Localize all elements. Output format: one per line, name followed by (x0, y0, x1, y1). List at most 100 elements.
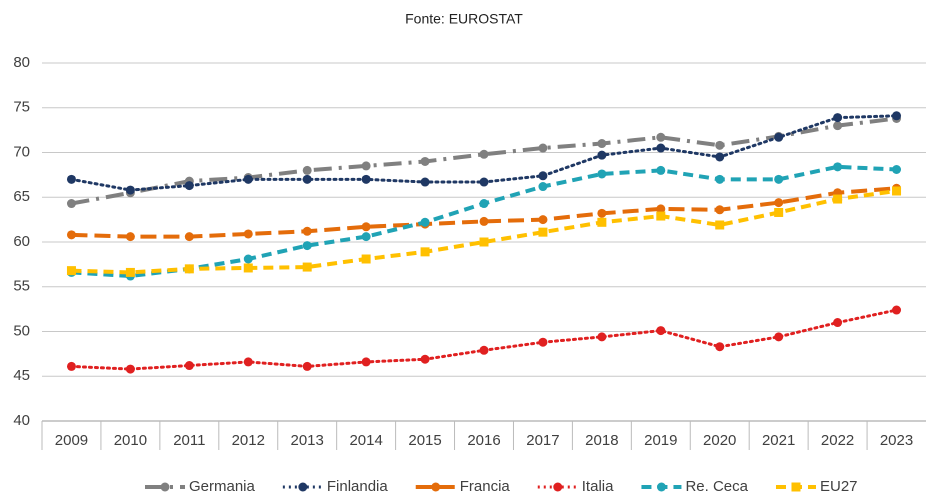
x-tick-label: 2009 (55, 432, 88, 449)
point (479, 345, 489, 355)
x-tick-label: 2014 (349, 432, 382, 449)
legend-label: EU27 (820, 478, 858, 495)
point (479, 199, 489, 209)
legend-item: Germania (145, 478, 256, 495)
point (597, 332, 607, 342)
y-tick-label: 55 (13, 278, 30, 295)
y-tick-label: 75 (13, 99, 30, 116)
point (774, 332, 784, 342)
y-tick-label: 45 (13, 367, 30, 384)
point (774, 174, 784, 184)
point (184, 232, 194, 242)
x-tick-label: 2021 (762, 432, 795, 449)
legend-item: Re. Ceca (641, 478, 749, 495)
x-tick-label: 2016 (467, 432, 500, 449)
x-tick-label: 2017 (526, 432, 559, 449)
legend-label: Germania (189, 478, 256, 495)
point (597, 208, 607, 218)
point (66, 230, 76, 240)
point (656, 326, 666, 336)
point (597, 150, 607, 160)
point (597, 139, 607, 149)
x-tick-label: 2023 (880, 432, 913, 449)
point (361, 174, 371, 184)
point (597, 169, 607, 179)
y-tick-label: 65 (13, 188, 30, 205)
point (892, 186, 902, 196)
legend-item: Italia (537, 478, 614, 495)
point (538, 143, 548, 153)
point (66, 266, 76, 276)
point (243, 263, 253, 273)
y-tick-label: 70 (13, 143, 30, 160)
point (420, 354, 430, 364)
point (833, 121, 843, 131)
point (715, 342, 725, 352)
legend-item: Francia (415, 478, 510, 495)
point (538, 227, 548, 237)
point (66, 199, 76, 209)
point (361, 357, 371, 367)
point (538, 171, 548, 181)
point (656, 211, 666, 221)
x-tick-label: 2011 (173, 432, 205, 449)
point (479, 237, 489, 247)
point (479, 177, 489, 187)
point (302, 361, 312, 371)
point (420, 156, 430, 166)
point (538, 215, 548, 225)
legend-label: Finlandia (327, 478, 389, 495)
point (656, 204, 666, 214)
point (774, 198, 784, 208)
point (302, 241, 312, 251)
point (656, 132, 666, 142)
point (302, 174, 312, 184)
chart-title: Fonte: EUROSTAT (405, 11, 523, 27)
legend-label: Italia (582, 478, 614, 495)
legend-item: EU27 (775, 478, 858, 495)
point (892, 305, 902, 315)
point (774, 207, 784, 217)
point (538, 182, 548, 192)
point (184, 181, 194, 191)
series-line (69, 308, 899, 371)
x-tick-label: 2013 (291, 432, 324, 449)
point (833, 194, 843, 204)
y-tick-label: 80 (13, 54, 30, 71)
point (715, 152, 725, 162)
point (302, 226, 312, 236)
point (302, 262, 312, 272)
point (361, 254, 371, 264)
legend-marker (160, 482, 170, 492)
point (892, 165, 902, 175)
y-tick-label: 50 (13, 322, 30, 339)
y-tick-label: 40 (13, 412, 30, 429)
point (361, 222, 371, 232)
point (715, 205, 725, 215)
point (833, 318, 843, 328)
x-tick-label: 2022 (821, 432, 854, 449)
point (833, 113, 843, 123)
point (538, 337, 548, 347)
point (125, 185, 135, 195)
series-line (71, 116, 897, 206)
point (125, 364, 135, 374)
legend-marker (431, 482, 441, 492)
point (420, 177, 430, 187)
point (243, 254, 253, 264)
point (420, 217, 430, 227)
point (184, 264, 194, 274)
x-tick-label: 2019 (644, 432, 677, 449)
x-tick-label: 2015 (408, 432, 441, 449)
point (66, 361, 76, 371)
point (833, 162, 843, 172)
point (243, 229, 253, 239)
x-tick-label: 2020 (703, 432, 736, 449)
point (125, 267, 135, 277)
x-tick-label: 2010 (114, 432, 147, 449)
point (184, 361, 194, 371)
point (361, 161, 371, 171)
point (243, 174, 253, 184)
legend-marker (298, 482, 308, 492)
point (125, 232, 135, 242)
